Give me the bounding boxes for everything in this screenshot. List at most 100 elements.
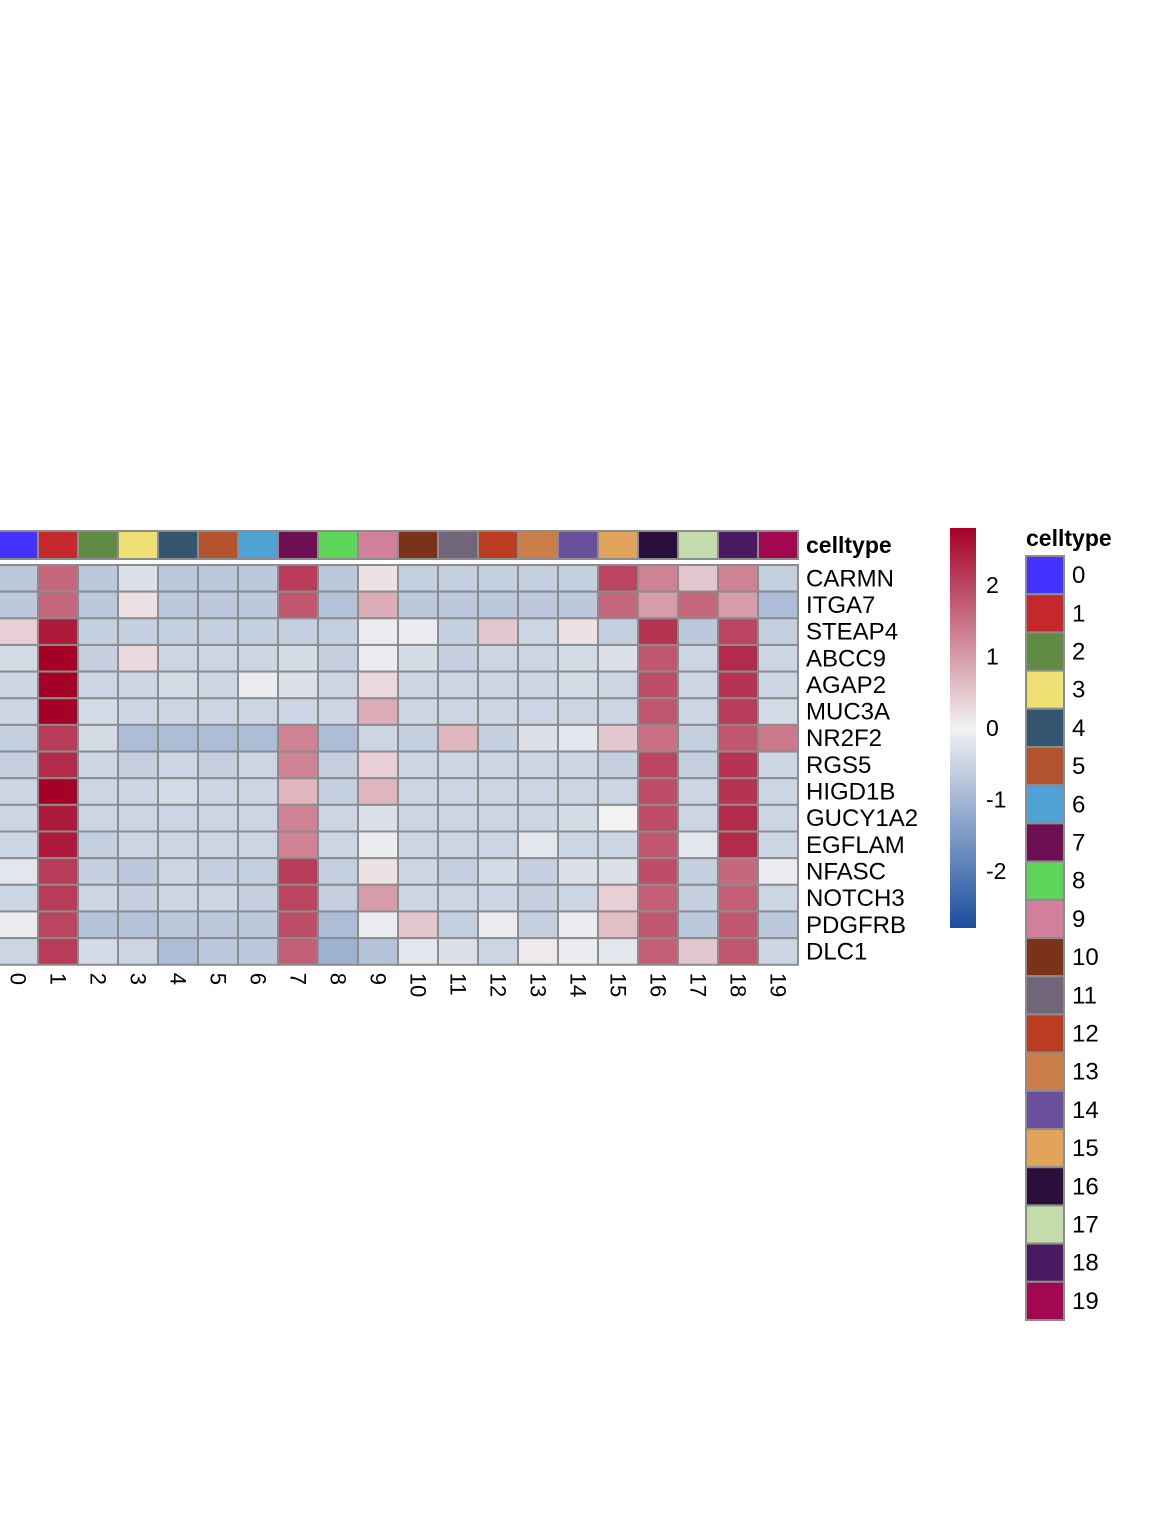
column-label: 0	[6, 973, 31, 985]
heatmap-cell-NFASC-10	[397, 857, 439, 886]
legend-label: 17	[1072, 1212, 1099, 1239]
heatmap-cell-STEAP4-1	[37, 617, 79, 646]
heatmap-cell-MUC3A-0	[0, 697, 39, 726]
heatmap-cell-HIGD1B-14	[557, 777, 599, 806]
heatmap-cell-RGS5-10	[397, 750, 439, 780]
gene-label: MUC3A	[806, 699, 890, 726]
heatmap-cell-NFASC-13	[517, 857, 559, 886]
heatmap-cell-AGAP2-11	[437, 670, 479, 700]
heatmap-cell-DLC1-10	[397, 937, 439, 966]
annotation-cell-10	[397, 530, 439, 560]
heatmap-cell-NOTCH3-16	[637, 883, 679, 913]
heatmap-cell-HIGD1B-0	[0, 777, 39, 806]
heatmap-cell-AGAP2-15	[597, 670, 639, 700]
heatmap-cell-ABCC9-13	[517, 643, 559, 673]
heatmap-cell-DLC1-1	[37, 937, 79, 966]
gene-label: PDGFRB	[806, 912, 906, 939]
legend-label: 9	[1072, 906, 1085, 933]
heatmap-cell-RGS5-11	[437, 750, 479, 780]
heatmap-cell-PDGFRB-0	[0, 910, 39, 940]
gene-label: ITGA7	[806, 592, 875, 619]
heatmap-cell-DLC1-14	[557, 937, 599, 966]
heatmap-cell-NFASC-5	[197, 857, 239, 886]
legend-swatch-7	[1025, 822, 1065, 863]
heatmap-cell-PDGFRB-7	[277, 910, 319, 940]
legend-label: 8	[1072, 868, 1085, 895]
heatmap-cell-ABCC9-2	[77, 643, 119, 673]
gene-label: DLC1	[806, 938, 867, 965]
heatmap-cell-GUCY1A2-2	[77, 803, 119, 833]
annotation-cell-12	[477, 530, 519, 560]
legend-label: 5	[1072, 753, 1085, 780]
annotation-cell-14	[557, 530, 599, 560]
heatmap-cell-CARMN-9	[357, 564, 399, 593]
heatmap-cell-NFASC-19	[757, 857, 799, 886]
heatmap-cells	[0, 564, 799, 966]
heatmap-cell-GUCY1A2-11	[437, 803, 479, 833]
heatmap-cell-ABCC9-0	[0, 643, 39, 673]
column-label: 5	[206, 973, 231, 985]
column-label: 6	[246, 973, 271, 985]
heatmap-cell-HIGD1B-10	[397, 777, 439, 806]
heatmap-cell-RGS5-3	[117, 750, 159, 780]
heatmap-cell-MUC3A-6	[237, 697, 279, 726]
heatmap-cell-ITGA7-2	[77, 590, 119, 620]
annotation-cell-6	[237, 530, 279, 560]
heatmap-cell-MUC3A-7	[277, 697, 319, 726]
heatmap-cell-DLC1-5	[197, 937, 239, 966]
column-label: 17	[686, 973, 711, 997]
heatmap-cell-MUC3A-9	[357, 697, 399, 726]
heatmap-cell-NOTCH3-10	[397, 883, 439, 913]
heatmap-cell-NFASC-0	[0, 857, 39, 886]
colorbar-ticks: 2 1 0 -1 -2	[986, 572, 1006, 884]
heatmap-cell-HIGD1B-1	[37, 777, 79, 806]
heatmap-cell-STEAP4-11	[437, 617, 479, 646]
legend-label: 15	[1072, 1135, 1099, 1162]
heatmap-cell-ABCC9-10	[397, 643, 439, 673]
legend-label: 13	[1072, 1059, 1099, 1086]
heatmap-cell-DLC1-2	[77, 937, 119, 966]
annotation-cell-4	[157, 530, 199, 560]
heatmap-cell-CARMN-5	[197, 564, 239, 593]
heatmap-cell-EGFLAM-0	[0, 830, 39, 860]
heatmap-cell-STEAP4-13	[517, 617, 559, 646]
heatmap-cell-NFASC-4	[157, 857, 199, 886]
heatmap-cell-STEAP4-0	[0, 617, 39, 646]
annotation-cell-15	[597, 530, 639, 560]
legend-swatch-18	[1025, 1242, 1065, 1283]
heatmap-cell-EGFLAM-2	[77, 830, 119, 860]
legend-label: 2	[1072, 639, 1085, 666]
column-label: 1	[46, 973, 71, 985]
annotation-cell-0	[0, 530, 39, 560]
gene-label: NFASC	[806, 858, 886, 885]
heatmap-cell-AGAP2-14	[557, 670, 599, 700]
heatmap-cell-ITGA7-15	[597, 590, 639, 620]
heatmap-cell-NR2F2-12	[477, 723, 519, 753]
heatmap-cell-ABCC9-5	[197, 643, 239, 673]
heatmap-cell-RGS5-14	[557, 750, 599, 780]
heatmap-cell-STEAP4-9	[357, 617, 399, 646]
heatmap-cell-ABCC9-12	[477, 643, 519, 673]
heatmap-cell-GUCY1A2-15	[597, 803, 639, 833]
heatmap-cell-CARMN-6	[237, 564, 279, 593]
heatmap-cell-HIGD1B-9	[357, 777, 399, 806]
column-label: 4	[166, 973, 191, 985]
heatmap-cell-AGAP2-9	[357, 670, 399, 700]
heatmap-cell-PDGFRB-18	[717, 910, 759, 940]
heatmap-cell-PDGFRB-15	[597, 910, 639, 940]
heatmap-cell-PDGFRB-8	[317, 910, 359, 940]
heatmap-cell-PDGFRB-4	[157, 910, 199, 940]
heatmap-cell-GUCY1A2-10	[397, 803, 439, 833]
heatmap-cell-STEAP4-2	[77, 617, 119, 646]
heatmap-cell-EGFLAM-7	[277, 830, 319, 860]
legend-label: 19	[1072, 1288, 1099, 1315]
heatmap-cell-CARMN-2	[77, 564, 119, 593]
heatmap-cell-DLC1-18	[717, 937, 759, 966]
heatmap-cell-MUC3A-11	[437, 697, 479, 726]
heatmap-cell-AGAP2-10	[397, 670, 439, 700]
column-label: 9	[366, 973, 391, 985]
celltype-legend-title: celltype	[1026, 525, 1112, 551]
heatmap-cell-HIGD1B-17	[677, 777, 719, 806]
legend-label: 10	[1072, 944, 1099, 971]
